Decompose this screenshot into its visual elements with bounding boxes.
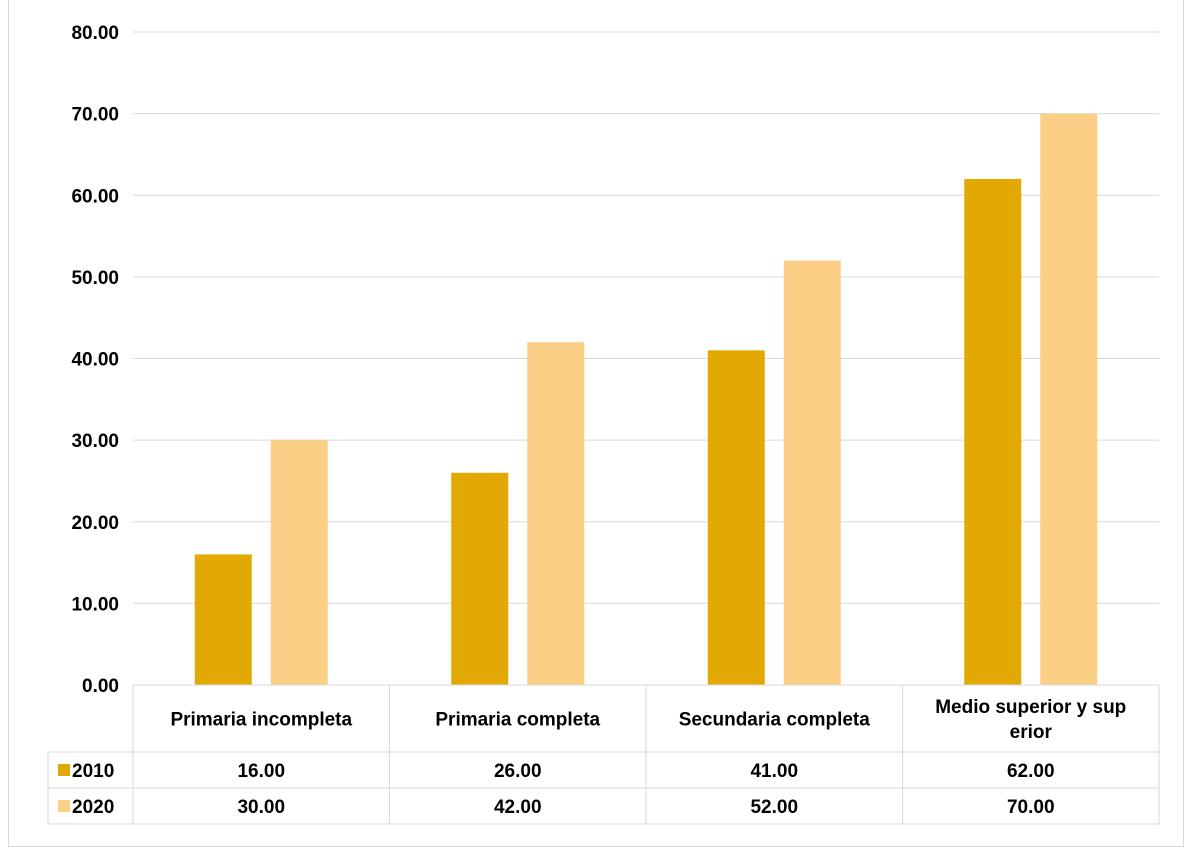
category-label: erior [1010,722,1053,743]
y-tick-label: 80.00 [71,23,119,44]
legend-label: 2010 [72,761,114,782]
table-value: 52.00 [750,797,798,818]
y-tick-label: 50.00 [71,268,119,289]
table-value: 41.00 [750,761,798,782]
category-label: Secundaria completa [679,710,871,731]
table-value: 42.00 [494,797,542,818]
category-label: Primaria incompleta [170,710,352,731]
table-value: 26.00 [494,761,542,782]
bar-2010 [707,350,765,685]
bar-2020 [270,440,328,685]
bar-2010 [451,472,509,685]
y-tick-label: 60.00 [71,186,119,207]
table-value: 16.00 [237,761,285,782]
bar-2010 [964,178,1022,686]
legend-label: 2020 [72,797,114,818]
bar-2020 [527,342,585,685]
y-tick-label: 0.00 [82,676,119,697]
bar-2020 [783,260,841,685]
y-tick-label: 10.00 [71,594,119,615]
y-tick-label: 40.00 [71,350,119,371]
table-value: 30.00 [237,797,285,818]
legend-key-2010 [58,764,70,776]
bar-2020 [1040,113,1098,685]
y-tick-label: 70.00 [71,105,119,126]
y-tick-label: 30.00 [71,431,119,452]
bar-2010 [194,554,252,685]
table-value: 70.00 [1007,797,1055,818]
category-label: Primaria completa [435,710,600,731]
y-tick-label: 20.00 [71,513,119,534]
table-value: 62.00 [1007,761,1055,782]
category-label: Medio superior y sup [935,697,1126,718]
legend-key-2020 [58,800,70,812]
